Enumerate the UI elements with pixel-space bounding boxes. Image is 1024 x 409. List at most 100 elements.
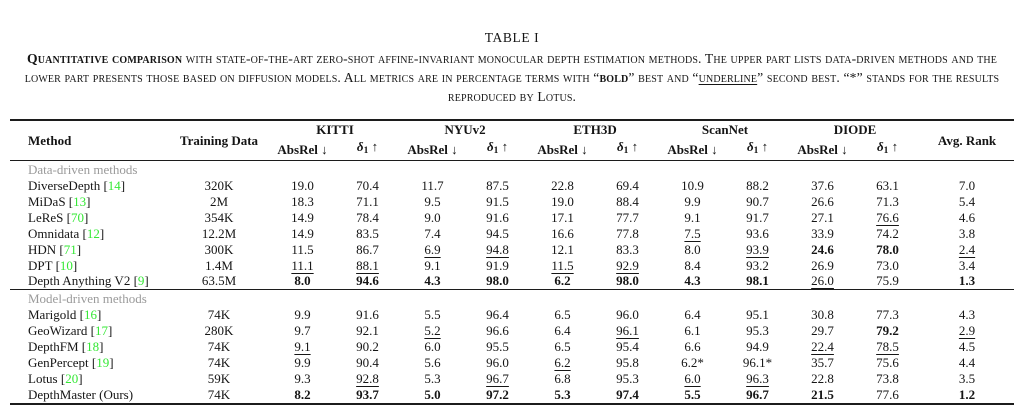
metric-value: 97.4 bbox=[595, 387, 660, 404]
metric-value: 26.6 bbox=[790, 194, 855, 210]
col-header-dataset-kitti: KITTI bbox=[316, 122, 354, 137]
metric-value: 96.4 bbox=[465, 307, 530, 323]
metric-value: 96.7 bbox=[465, 371, 530, 387]
metric-value-text: 88.2 bbox=[746, 178, 769, 193]
method-cell: Marigold [16] bbox=[28, 307, 102, 323]
training-data-cell: 354K bbox=[204, 209, 234, 225]
metric-value: 6.2 bbox=[530, 273, 595, 289]
citation-link[interactable]: 17 bbox=[94, 323, 108, 339]
metric-value-text: 26.6 bbox=[811, 193, 834, 209]
metric-value: 5.4 bbox=[920, 194, 1014, 210]
citation-link[interactable]: 71 bbox=[63, 241, 77, 257]
metric-value-text: 96.1* bbox=[742, 355, 773, 371]
table-row: Depth Anything V2 [9] 63.5M 8.0 94.6 4.3 98.0… bbox=[10, 273, 1014, 289]
metric-value-text: 29.7 bbox=[811, 323, 834, 339]
metric-value-text: 6.6 bbox=[684, 339, 701, 355]
metric-value: 9.9 bbox=[660, 194, 725, 210]
metric-value: 88.4 bbox=[595, 194, 660, 210]
header-row-metrics: AbsRel ↓ δ1 ↑ AbsRel ↓ δ1 ↑ AbsRel ↓ δ1 ↑ AbsR… bbox=[10, 138, 1014, 161]
metric-value: 6.8 bbox=[530, 371, 595, 387]
metric-value-text: 1.2 bbox=[958, 386, 976, 402]
absrel-label: AbsRel bbox=[667, 141, 708, 157]
metric-value-text: 6.2* bbox=[681, 355, 704, 371]
metric-value-text: 5.5 bbox=[684, 386, 701, 402]
metric-value-text: 4.3 bbox=[684, 273, 701, 289]
citation-link[interactable]: 13 bbox=[73, 193, 87, 209]
citation-link[interactable]: 16 bbox=[83, 307, 97, 323]
metric-value-text: 76.6 bbox=[876, 209, 899, 225]
metric-value-text: 91.6 bbox=[486, 209, 509, 225]
metric-value-text: 92.1 bbox=[356, 323, 379, 339]
citation-link[interactable]: 10 bbox=[59, 257, 73, 273]
table-row: LeReS [70] 354K 14.9 78.4 9.0 91.6 17.1 77.7 9.1… bbox=[10, 210, 1014, 226]
metric-value-text: 8.0 bbox=[294, 273, 311, 289]
method-cell: Omnidata [12] bbox=[28, 225, 105, 241]
metric-value-text: 95.4 bbox=[616, 339, 639, 355]
citation-link[interactable]: 19 bbox=[96, 355, 110, 371]
metric-value-text: 95.1 bbox=[746, 307, 769, 323]
metric-value: 11.1 bbox=[270, 258, 335, 274]
metric-value-text: 7.5 bbox=[684, 225, 701, 241]
metric-value-text: 83.3 bbox=[616, 241, 639, 257]
metric-value-text: 14.9 bbox=[291, 225, 314, 241]
metric-value-text: 8.0 bbox=[684, 241, 701, 257]
metric-value: 94.9 bbox=[725, 339, 790, 355]
metric-value-text: 96.7 bbox=[746, 386, 769, 402]
metric-value-text: 5.6 bbox=[424, 355, 441, 371]
delta-subscript: 1 bbox=[883, 146, 889, 156]
metric-value-text: 6.9 bbox=[424, 241, 441, 257]
citation-link[interactable]: 20 bbox=[65, 370, 79, 386]
metric-value: 7.5 bbox=[660, 226, 725, 242]
citation-link[interactable]: 9 bbox=[137, 273, 145, 289]
metric-value: 92.9 bbox=[595, 258, 660, 274]
metric-value-text: 69.4 bbox=[616, 178, 639, 193]
metric-value-text: 6.1 bbox=[684, 323, 701, 339]
citation-link[interactable]: 12 bbox=[86, 225, 100, 241]
metric-value: 71.3 bbox=[855, 194, 920, 210]
metric-value-text: 22.8 bbox=[811, 370, 834, 386]
metric-value-text: 37.6 bbox=[811, 178, 834, 193]
citation-link[interactable]: 14 bbox=[107, 178, 121, 193]
metric-value-text: 11.5 bbox=[291, 241, 314, 257]
metric-value: 17.1 bbox=[530, 210, 595, 226]
col-header-absrel: AbsRel ↓ bbox=[400, 138, 466, 161]
metric-value-text: 88.4 bbox=[616, 193, 639, 209]
metric-value-text: 79.2 bbox=[876, 323, 899, 339]
metric-value-text: 95.5 bbox=[486, 339, 509, 355]
training-data-cell: 320K bbox=[204, 178, 234, 193]
metric-value: 9.9 bbox=[270, 307, 335, 323]
metric-value: 6.1 bbox=[660, 323, 725, 339]
metric-value: 95.8 bbox=[595, 355, 660, 371]
table-row: Lotus [20] 59K 9.3 92.8 5.3 96.7 6.8 95.3 6.0 96.… bbox=[10, 371, 1014, 387]
metric-value: 4.3 bbox=[920, 307, 1014, 323]
training-data-cell: 280K bbox=[204, 323, 234, 339]
method-cell: GeoWizard [17] bbox=[28, 323, 113, 339]
metric-value: 1.3 bbox=[920, 273, 1014, 289]
metric-value-text: 5.3 bbox=[554, 386, 571, 402]
citation-link[interactable]: 18 bbox=[86, 339, 100, 355]
table-row: DepthFM [18] 74K 9.1 90.2 6.0 95.5 6.5 95.4 6.6 9… bbox=[10, 339, 1014, 355]
metric-value-text: 9.5 bbox=[424, 193, 441, 209]
metric-value: 94.6 bbox=[335, 273, 400, 289]
metric-value-text: 74.2 bbox=[876, 225, 899, 241]
metric-value: 6.2 bbox=[530, 355, 595, 371]
metric-value: 78.0 bbox=[855, 242, 920, 258]
citation-link[interactable]: 70 bbox=[70, 209, 84, 225]
metric-value: 5.6 bbox=[400, 355, 465, 371]
metric-value: 2.9 bbox=[920, 323, 1014, 339]
metric-value-text: 92.8 bbox=[356, 370, 379, 386]
metric-value-text: 2.9 bbox=[958, 323, 976, 339]
metric-value-text: 9.3 bbox=[294, 370, 311, 386]
metric-value: 3.5 bbox=[920, 371, 1014, 387]
metric-value-text: 4.3 bbox=[958, 307, 976, 323]
metric-value-text: 5.2 bbox=[424, 323, 441, 339]
metric-value-text: 6.5 bbox=[554, 339, 571, 355]
metric-value: 24.6 bbox=[790, 242, 855, 258]
metric-value: 9.5 bbox=[400, 194, 465, 210]
metric-value-text: 6.4 bbox=[554, 323, 571, 339]
metric-value: 95.3 bbox=[595, 371, 660, 387]
metric-value-text: 73.0 bbox=[876, 257, 899, 273]
metric-value-text: 91.5 bbox=[486, 193, 509, 209]
metric-value: 98.0 bbox=[595, 273, 660, 289]
metric-value-text: 21.5 bbox=[811, 386, 834, 402]
